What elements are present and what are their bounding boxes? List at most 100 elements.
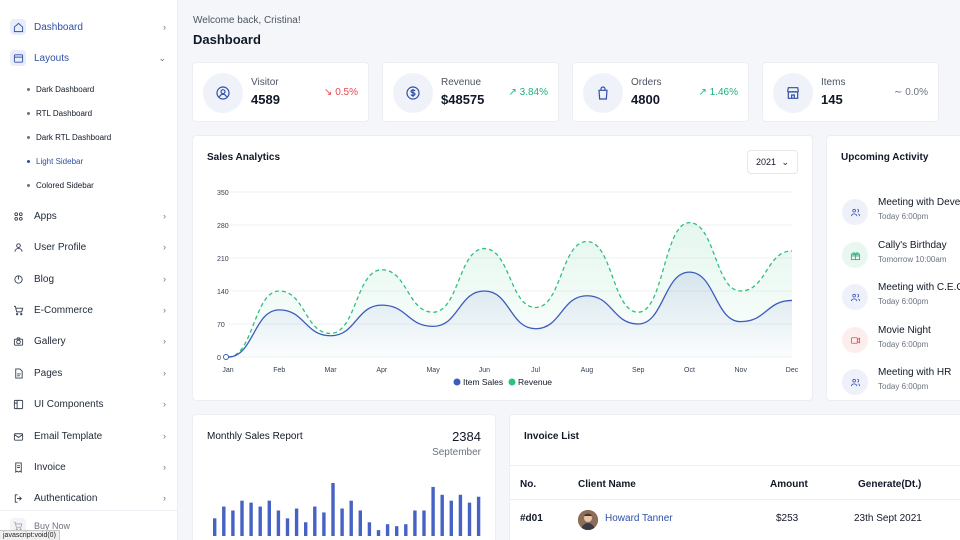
x-tick-label: Aug bbox=[581, 367, 594, 374]
sidebar-item-e-commerce[interactable]: E-Commerce › bbox=[0, 297, 178, 323]
bar bbox=[449, 500, 453, 536]
invoice-title: Invoice List bbox=[524, 431, 580, 442]
sidebar-subitem-light-sidebar[interactable]: Light Sidebar bbox=[27, 154, 83, 168]
activity-time: Today 6:00pm bbox=[878, 297, 929, 306]
sidebar-subitem-dark-rtl-dashboard[interactable]: Dark RTL Dashboard bbox=[27, 130, 111, 144]
sidebar-item-label: Pages bbox=[34, 367, 63, 379]
bar bbox=[367, 522, 372, 536]
buy-now-label: Buy Now bbox=[34, 520, 71, 531]
bar bbox=[231, 510, 235, 536]
sidebar-item-dashboard[interactable]: Dashboard › bbox=[0, 14, 178, 40]
chevron-right-icon: › bbox=[163, 211, 166, 221]
sidebar-item-layouts[interactable]: Layouts ⌄ bbox=[0, 45, 178, 71]
bullet-icon bbox=[27, 87, 30, 91]
chevron-down-icon: ⌄ bbox=[781, 156, 789, 167]
activity-item[interactable]: Meeting with C.E.O Today 6:00pm bbox=[842, 280, 960, 314]
chevron-right-icon: › bbox=[163, 336, 166, 346]
camera-icon bbox=[10, 333, 26, 349]
invoice-client-link[interactable]: Howard Tanner bbox=[605, 513, 673, 524]
sidebar-subitem-rtl-dashboard[interactable]: RTL Dashboard bbox=[27, 106, 92, 120]
stat-label: Items bbox=[821, 77, 846, 88]
legend-marker bbox=[453, 378, 461, 386]
sidebar-item-label: Apps bbox=[34, 210, 57, 222]
file-icon bbox=[10, 365, 26, 381]
sidebar-item-apps[interactable]: Apps › bbox=[0, 203, 178, 229]
stat-card-items: Items 145 ∼ 0.0% bbox=[762, 62, 939, 122]
bar bbox=[385, 524, 390, 536]
components-icon bbox=[10, 396, 26, 412]
x-tick-label: Sep bbox=[632, 367, 645, 374]
dollar-icon bbox=[393, 73, 433, 113]
login-icon bbox=[10, 490, 26, 506]
stat-change-value: 3.84% bbox=[519, 87, 548, 98]
x-tick-label: Nov bbox=[735, 367, 748, 374]
bar bbox=[422, 510, 426, 536]
visitor-icon bbox=[203, 73, 243, 113]
stat-change: ∼ 0.0% bbox=[894, 87, 928, 98]
activity-item[interactable]: Meeting with HR Today 6:00pm bbox=[842, 365, 960, 399]
trend-up-icon: ↗ bbox=[698, 87, 707, 98]
chevron-right-icon: › bbox=[163, 274, 166, 284]
bar bbox=[240, 500, 244, 536]
y-tick-label: 350 bbox=[217, 190, 229, 197]
sidebar-subitem-label: Dark RTL Dashboard bbox=[36, 132, 112, 142]
blog-icon bbox=[10, 271, 26, 287]
bar bbox=[476, 496, 481, 536]
trend-down-icon: ↘ bbox=[324, 87, 333, 98]
sidebar-item-ui-components[interactable]: UI Components › bbox=[0, 391, 178, 417]
stat-value: 4589 bbox=[251, 92, 280, 107]
sidebar-item-pages[interactable]: Pages › bbox=[0, 360, 178, 386]
monthly-sales-value: 2384 bbox=[452, 429, 481, 444]
store-icon bbox=[773, 73, 813, 113]
sidebar-item-user-profile[interactable]: User Profile › bbox=[0, 234, 178, 260]
people-icon bbox=[842, 369, 868, 395]
welcome-text: Welcome back, Cristina! bbox=[193, 15, 301, 26]
sidebar-item-gallery[interactable]: Gallery › bbox=[0, 328, 178, 354]
legend-marker bbox=[508, 378, 516, 386]
activity-item[interactable]: Cally's Birthday Tomorrow 10:00am bbox=[842, 238, 960, 272]
chevron-right-icon: › bbox=[163, 22, 166, 32]
stat-change: ↘ 0.5% bbox=[324, 87, 358, 98]
activity-title: Meeting with C.E.O bbox=[878, 282, 960, 293]
x-tick-label: Oct bbox=[684, 367, 695, 374]
chevron-right-icon: › bbox=[163, 242, 166, 252]
bar bbox=[376, 530, 381, 536]
year-select[interactable]: 2021 ⌄ bbox=[747, 150, 798, 174]
sidebar-item-email-template[interactable]: Email Template › bbox=[0, 423, 178, 449]
sidebar-subitem-colored-sidebar[interactable]: Colored Sidebar bbox=[27, 178, 94, 192]
bar bbox=[276, 510, 281, 536]
col-header-amount: Amount bbox=[770, 479, 808, 490]
bar bbox=[395, 526, 399, 536]
sidebar-item-label: User Profile bbox=[34, 241, 87, 253]
activity-item[interactable]: Meeting with Deve Today 6:00pm bbox=[842, 195, 960, 229]
sales-analytics-title: Sales Analytics bbox=[207, 152, 281, 163]
x-tick-label: Jul bbox=[531, 367, 540, 374]
sidebar-item-label: Invoice bbox=[34, 461, 66, 473]
bar bbox=[431, 486, 435, 536]
sidebar-subitem-dark-dashboard[interactable]: Dark Dashboard bbox=[27, 82, 94, 96]
bullet-icon bbox=[27, 183, 30, 187]
bar bbox=[349, 500, 353, 536]
y-tick-label: 0 bbox=[217, 355, 221, 362]
sidebar-item-label: Email Template bbox=[34, 430, 103, 442]
x-tick-label: Feb bbox=[273, 367, 285, 374]
x-tick-label: Mar bbox=[325, 367, 338, 374]
sidebar-subitem-label: Colored Sidebar bbox=[36, 180, 94, 190]
buy-now-link[interactable]: Buy Now bbox=[0, 510, 178, 540]
divider bbox=[510, 499, 960, 500]
sidebar-subitem-label: RTL Dashboard bbox=[36, 108, 93, 118]
stat-value: 4800 bbox=[631, 92, 660, 107]
divider bbox=[510, 465, 960, 466]
col-header-date: Generate(Dt.) bbox=[858, 479, 922, 490]
legend-label: Item Sales bbox=[463, 377, 503, 387]
chevron-right-icon: › bbox=[163, 493, 166, 503]
monthly-sales-month: September bbox=[432, 447, 481, 458]
activity-time: Today 6:00pm bbox=[878, 340, 929, 349]
sidebar-item-authentication[interactable]: Authentication › bbox=[0, 485, 178, 511]
stat-card-orders: Orders 4800 ↗ 1.46% bbox=[572, 62, 749, 122]
sidebar-item-invoice[interactable]: Invoice › bbox=[0, 454, 178, 480]
bar bbox=[285, 518, 290, 536]
sidebar-item-blog[interactable]: Blog › bbox=[0, 266, 178, 292]
bar bbox=[340, 508, 344, 536]
activity-item[interactable]: Movie Night Today 6:00pm bbox=[842, 323, 960, 357]
